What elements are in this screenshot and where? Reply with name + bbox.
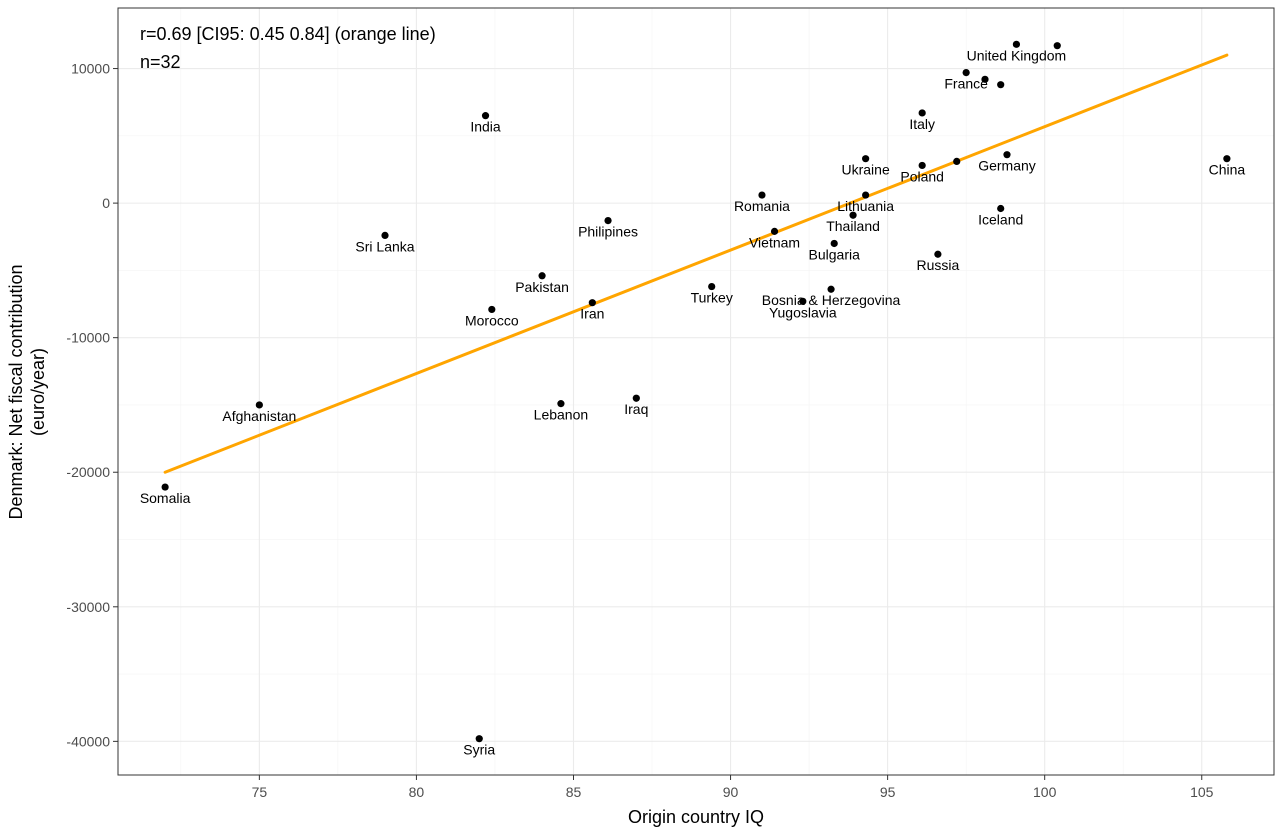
y-tick-label: 0 [102,195,110,211]
y-axis-title-line-1: Denmark: Net fiscal contribution [6,264,26,519]
data-point [981,75,989,83]
data-point [962,68,970,77]
point-label: Syria [463,742,495,758]
data-point [1003,151,1011,159]
data-point [758,191,766,199]
data-point [1223,155,1231,163]
data-point [862,191,870,199]
data-point [632,394,640,402]
regression-line-layer [163,53,1229,474]
data-point [604,217,612,225]
data-point [557,400,565,408]
data-point [997,81,1005,89]
panel-border [117,7,1275,776]
annotation-correlation: r=0.69 [CI95: 0.45 0.84] (orange line) [140,24,436,44]
point-label: Somalia [140,490,191,506]
grid [118,8,1274,775]
point-label: Romania [734,198,790,214]
data-point [953,157,961,165]
data-point [255,401,263,409]
data-point [849,211,857,219]
data-point [588,299,596,307]
data-point [488,305,496,314]
x-tick-label: 95 [880,784,896,800]
data-points [161,40,1231,743]
x-tick-label: 85 [566,784,582,800]
data-point [381,231,389,240]
x-tick-label: 105 [1190,784,1214,800]
data-point [538,272,546,280]
x-tick-label: 80 [409,784,425,800]
data-point [918,161,926,170]
data-point [770,227,779,235]
point-label: Iraq [624,401,648,417]
data-point [708,282,716,291]
y-tick-label: -40000 [66,733,110,749]
data-point [161,483,169,491]
data-point [1012,40,1021,48]
point-label: Philipines [578,224,638,240]
point-label: Lebanon [534,407,589,423]
point-label: Iran [580,306,604,322]
data-point [997,204,1005,213]
data-point [1053,42,1061,50]
point-label: United Kingdom [967,47,1067,63]
y-tick-label: 10000 [71,61,110,77]
point-label: Morocco [465,312,519,328]
x-tick-label: 75 [252,784,268,800]
axis-ticks: 75 80 85 90 95 100 105 -40000 -30000 -20000 -10000… [66,61,1213,800]
data-point [830,239,838,248]
x-axis-title: Origin country IQ [628,807,764,827]
point-label: Iceland [978,211,1023,227]
data-point [827,285,835,293]
data-point [862,155,870,163]
point-label: Thailand [826,218,880,234]
data-point [934,250,942,258]
point-label: Poland [900,168,944,184]
point-labels: United Kingdom France India Italy Germany Ukr… [140,47,1246,757]
point-label: Sri Lanka [355,238,414,254]
point-label: Germany [978,158,1036,174]
point-label: Italy [909,116,935,132]
y-axis-title-line-2: (euro/year) [28,348,48,436]
data-point [481,112,490,120]
x-tick-label: 90 [723,784,739,800]
point-label: Pakistan [515,279,569,295]
point-label: Turkey [691,290,733,306]
y-tick-label: -30000 [66,599,110,615]
point-label: Russia [916,257,959,273]
annotation-n: n=32 [140,52,181,72]
point-label: India [470,119,501,135]
point-label: China [1209,162,1246,178]
regression-line [163,53,1229,474]
y-axis-title: Denmark: Net fiscal contribution (euro/y… [6,264,48,519]
point-label: Bulgaria [809,246,861,262]
y-tick-label: -10000 [66,330,110,346]
point-label: Yugoslavia [769,304,837,320]
panel-background [118,8,1274,775]
point-label: France [944,76,988,92]
point-label: Bosnia & Herzegovina [762,292,901,308]
point-label: Vietnam [749,234,800,250]
point-label: Ukraine [842,162,890,178]
point-label: Afghanistan [222,408,296,424]
y-tick-label: -20000 [66,464,110,480]
data-point [799,297,807,305]
x-tick-label: 100 [1033,784,1057,800]
point-label: Lithuania [837,198,894,214]
data-point [918,109,926,117]
data-point [475,735,483,743]
